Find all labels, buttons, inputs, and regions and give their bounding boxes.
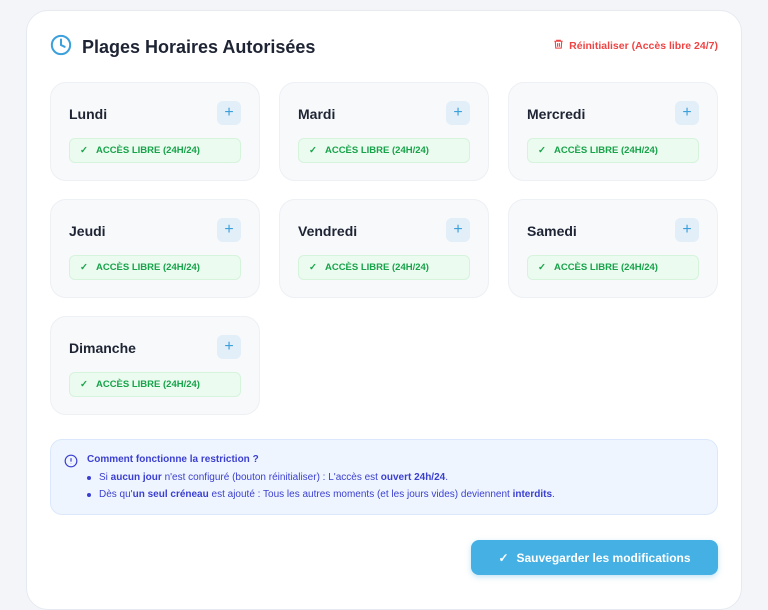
status-text: ACCÈS LIBRE (24H/24) xyxy=(95,145,200,156)
trash-icon xyxy=(553,38,564,53)
plus-icon: + xyxy=(453,104,463,121)
add-slot-button[interactable]: + xyxy=(217,101,241,125)
status-badge: ✓ ACCÈS LIBRE (24H/24) xyxy=(298,138,470,163)
plus-icon: + xyxy=(224,221,234,238)
status-text: ACCÈS LIBRE (24H/24) xyxy=(553,262,658,273)
info-title: Comment fonctionne la restriction ? xyxy=(87,454,259,465)
day-label: Mercredi xyxy=(527,106,586,122)
status-text: ACCÈS LIBRE (24H/24) xyxy=(553,145,658,156)
page-title: Plages Horaires Autorisées xyxy=(82,37,316,57)
check-icon: ✓ xyxy=(538,262,546,273)
plus-icon: + xyxy=(682,221,692,238)
status-badge: ✓ ACCÈS LIBRE (24H/24) xyxy=(69,372,241,397)
day-card-mercredi: Mercredi + ✓ ACCÈS LIBRE (24H/24) xyxy=(508,82,718,181)
status-text: ACCÈS LIBRE (24H/24) xyxy=(324,145,429,156)
status-text: ACCÈS LIBRE (24H/24) xyxy=(95,379,200,390)
reset-label: Réinitialiser (Accès libre 24/7) xyxy=(569,39,718,52)
check-icon: ✓ xyxy=(80,379,88,390)
check-icon: ✓ xyxy=(80,145,88,156)
day-label: Jeudi xyxy=(69,223,106,239)
reset-button[interactable]: Réinitialiser (Accès libre 24/7) xyxy=(553,38,718,53)
status-badge: ✓ ACCÈS LIBRE (24H/24) xyxy=(69,138,241,163)
add-slot-button[interactable]: + xyxy=(675,101,699,125)
save-button[interactable]: ✓ Sauvegarder les modifications xyxy=(471,540,718,575)
status-text: ACCÈS LIBRE (24H/24) xyxy=(324,262,429,273)
day-card-vendredi: Vendredi + ✓ ACCÈS LIBRE (24H/24) xyxy=(279,199,489,298)
plus-icon: + xyxy=(224,104,234,121)
page-header: Plages Horaires Autorisées xyxy=(50,34,315,61)
info-bullet: Si aucun jour n'est configuré (bouton ré… xyxy=(87,472,555,483)
status-badge: ✓ ACCÈS LIBRE (24H/24) xyxy=(527,255,699,280)
day-label: Dimanche xyxy=(69,340,136,356)
check-icon: ✓ xyxy=(80,262,88,273)
day-card-jeudi: Jeudi + ✓ ACCÈS LIBRE (24H/24) xyxy=(50,199,260,298)
info-bullet: Dès qu'un seul créneau est ajouté : Tous… xyxy=(87,489,555,500)
info-box: Comment fonctionne la restriction ? Si a… xyxy=(50,439,718,515)
add-slot-button[interactable]: + xyxy=(217,335,241,359)
plus-icon: + xyxy=(682,104,692,121)
day-label: Vendredi xyxy=(298,223,358,239)
add-slot-button[interactable]: + xyxy=(446,218,470,242)
check-icon: ✓ xyxy=(538,145,546,156)
day-card-dimanche: Dimanche + ✓ ACCÈS LIBRE (24H/24) xyxy=(50,316,260,415)
day-card-lundi: Lundi + ✓ ACCÈS LIBRE (24H/24) xyxy=(50,82,260,181)
add-slot-button[interactable]: + xyxy=(446,101,470,125)
status-badge: ✓ ACCÈS LIBRE (24H/24) xyxy=(527,138,699,163)
save-label: Sauvegarder les modifications xyxy=(516,550,691,565)
status-badge: ✓ ACCÈS LIBRE (24H/24) xyxy=(69,255,241,280)
day-label: Samedi xyxy=(527,223,577,239)
check-icon: ✓ xyxy=(498,550,509,565)
info-icon xyxy=(64,454,78,471)
check-icon: ✓ xyxy=(309,145,317,156)
plus-icon: + xyxy=(224,338,234,355)
day-card-samedi: Samedi + ✓ ACCÈS LIBRE (24H/24) xyxy=(508,199,718,298)
add-slot-button[interactable]: + xyxy=(675,218,699,242)
add-slot-button[interactable]: + xyxy=(217,218,241,242)
day-label: Lundi xyxy=(69,106,108,122)
status-badge: ✓ ACCÈS LIBRE (24H/24) xyxy=(298,255,470,280)
clock-icon xyxy=(50,34,72,61)
check-icon: ✓ xyxy=(309,262,317,273)
day-card-mardi: Mardi + ✓ ACCÈS LIBRE (24H/24) xyxy=(279,82,489,181)
day-label: Mardi xyxy=(298,106,336,122)
plus-icon: + xyxy=(453,221,463,238)
status-text: ACCÈS LIBRE (24H/24) xyxy=(95,262,200,273)
